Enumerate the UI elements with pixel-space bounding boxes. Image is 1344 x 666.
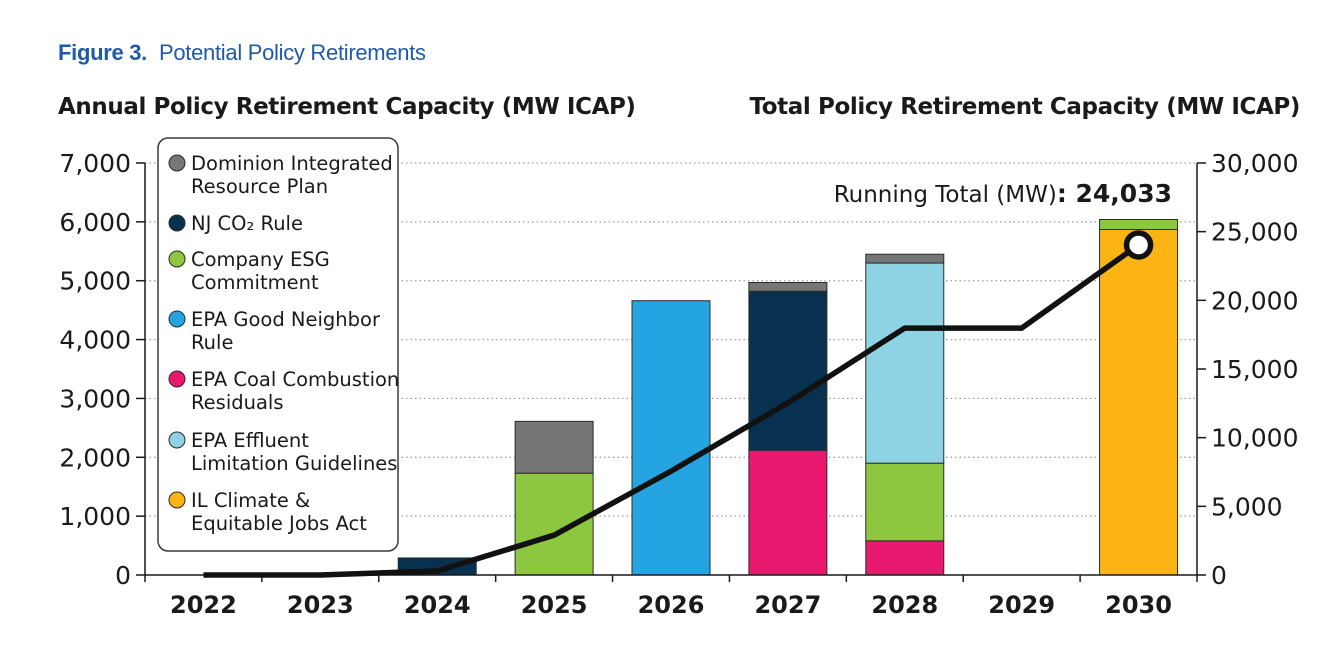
legend-label-line: EPA Good Neighbor <box>191 308 381 331</box>
legend-label-line: EPA Effluent <box>191 429 309 452</box>
running-total-label: Running Total (MW): 24,033 <box>834 179 1172 208</box>
legend-swatch <box>168 250 186 268</box>
left-tick-label: 7,000 <box>59 149 131 178</box>
legend-label-line: Limitation Guidelines <box>191 452 397 475</box>
legend-swatch <box>168 214 186 232</box>
legend-label: IL Climate & Equitable Jobs Act <box>191 489 367 535</box>
legend-label-line: Dominion Integrated <box>191 152 393 175</box>
legend-label-line: Company ESG <box>191 248 330 271</box>
legend-label: EPA Effluent Limitation Guidelines <box>191 429 397 475</box>
x-tick-label: 2028 <box>871 591 938 619</box>
bar-segment <box>865 540 945 576</box>
bar-segment <box>631 300 711 576</box>
bar-segment <box>865 253 945 264</box>
running-total-end-marker <box>1123 230 1154 260</box>
bar-segment <box>1099 219 1179 231</box>
legend-label-line: EPA Coal Combustion <box>191 368 399 391</box>
bar-segment <box>514 472 594 576</box>
figure-title-text: Potential Policy Retirements <box>159 40 426 65</box>
legend-swatch <box>168 154 186 172</box>
legend-label-line: IL Climate & <box>191 489 310 512</box>
bar-segment <box>748 449 828 576</box>
right-tick-label: 5,000 <box>1211 492 1283 521</box>
left-tick-label: 3,000 <box>59 384 131 413</box>
left-axis-title: Annual Policy Retirement Capacity (MW IC… <box>58 94 636 120</box>
legend-label-line: Resource Plan <box>191 175 328 198</box>
legend-label: EPA Coal Combustion Residuals <box>191 368 399 414</box>
x-tick-label: 2025 <box>521 591 588 619</box>
legend-label: Company ESG Commitment <box>191 248 330 294</box>
legend-label-line: Equitable Jobs Act <box>191 512 367 535</box>
x-tick-label: 2024 <box>404 591 471 619</box>
x-tick-label: 2022 <box>170 591 237 619</box>
legend-label: EPA Good Neighbor Rule <box>191 308 381 354</box>
legend-label: NJ CO₂ Rule <box>191 212 303 235</box>
right-tick-label: 15,000 <box>1211 355 1298 384</box>
x-tick-label: 2026 <box>638 591 705 619</box>
right-axis-title: Total Policy Retirement Capacity (MW ICA… <box>749 94 1301 120</box>
bar-segment <box>748 290 828 451</box>
legend-label-line: Rule <box>191 331 233 354</box>
left-tick-label: 5,000 <box>59 267 131 296</box>
legend-label-line: NJ CO₂ Rule <box>191 212 303 235</box>
x-tick-label: 2029 <box>988 591 1055 619</box>
x-tick-label: 2030 <box>1105 591 1172 619</box>
bar-segment <box>1099 229 1179 576</box>
bar-segment <box>865 262 945 464</box>
legend-label-line: Residuals <box>191 391 284 414</box>
legend-label-line: Commitment <box>191 271 319 294</box>
legend-swatch <box>168 370 186 388</box>
legend-label: Dominion Integrated Resource Plan <box>191 152 393 198</box>
legend-box <box>157 137 399 552</box>
bar-segment <box>865 462 945 542</box>
right-tick-label: 0 <box>1211 561 1227 590</box>
bar-segment <box>748 281 828 292</box>
legend-swatch <box>168 491 186 509</box>
left-tick-label: 6,000 <box>59 208 131 237</box>
right-tick-label: 10,000 <box>1211 424 1298 453</box>
left-tick-label: 4,000 <box>59 326 131 355</box>
figure-title: Figure 3. Potential Policy Retirements <box>58 40 426 66</box>
figure-number: Figure 3. <box>58 40 147 65</box>
x-tick-label: 2023 <box>287 591 354 619</box>
right-tick-label: 20,000 <box>1211 286 1298 315</box>
running-total-value: : 24,033 <box>1057 179 1172 208</box>
legend-swatch <box>168 310 186 328</box>
right-tick-label: 25,000 <box>1211 218 1298 247</box>
left-tick-label: 1,000 <box>59 502 131 531</box>
bar-segment <box>514 420 594 474</box>
running-total-line <box>203 242 1141 578</box>
left-tick-label: 0 <box>115 561 131 590</box>
legend-swatch <box>168 431 186 449</box>
left-tick-label: 2,000 <box>59 443 131 472</box>
x-tick-label: 2027 <box>754 591 821 619</box>
running-total-caption: Running Total (MW) <box>834 182 1057 208</box>
right-tick-label: 30,000 <box>1211 149 1298 178</box>
